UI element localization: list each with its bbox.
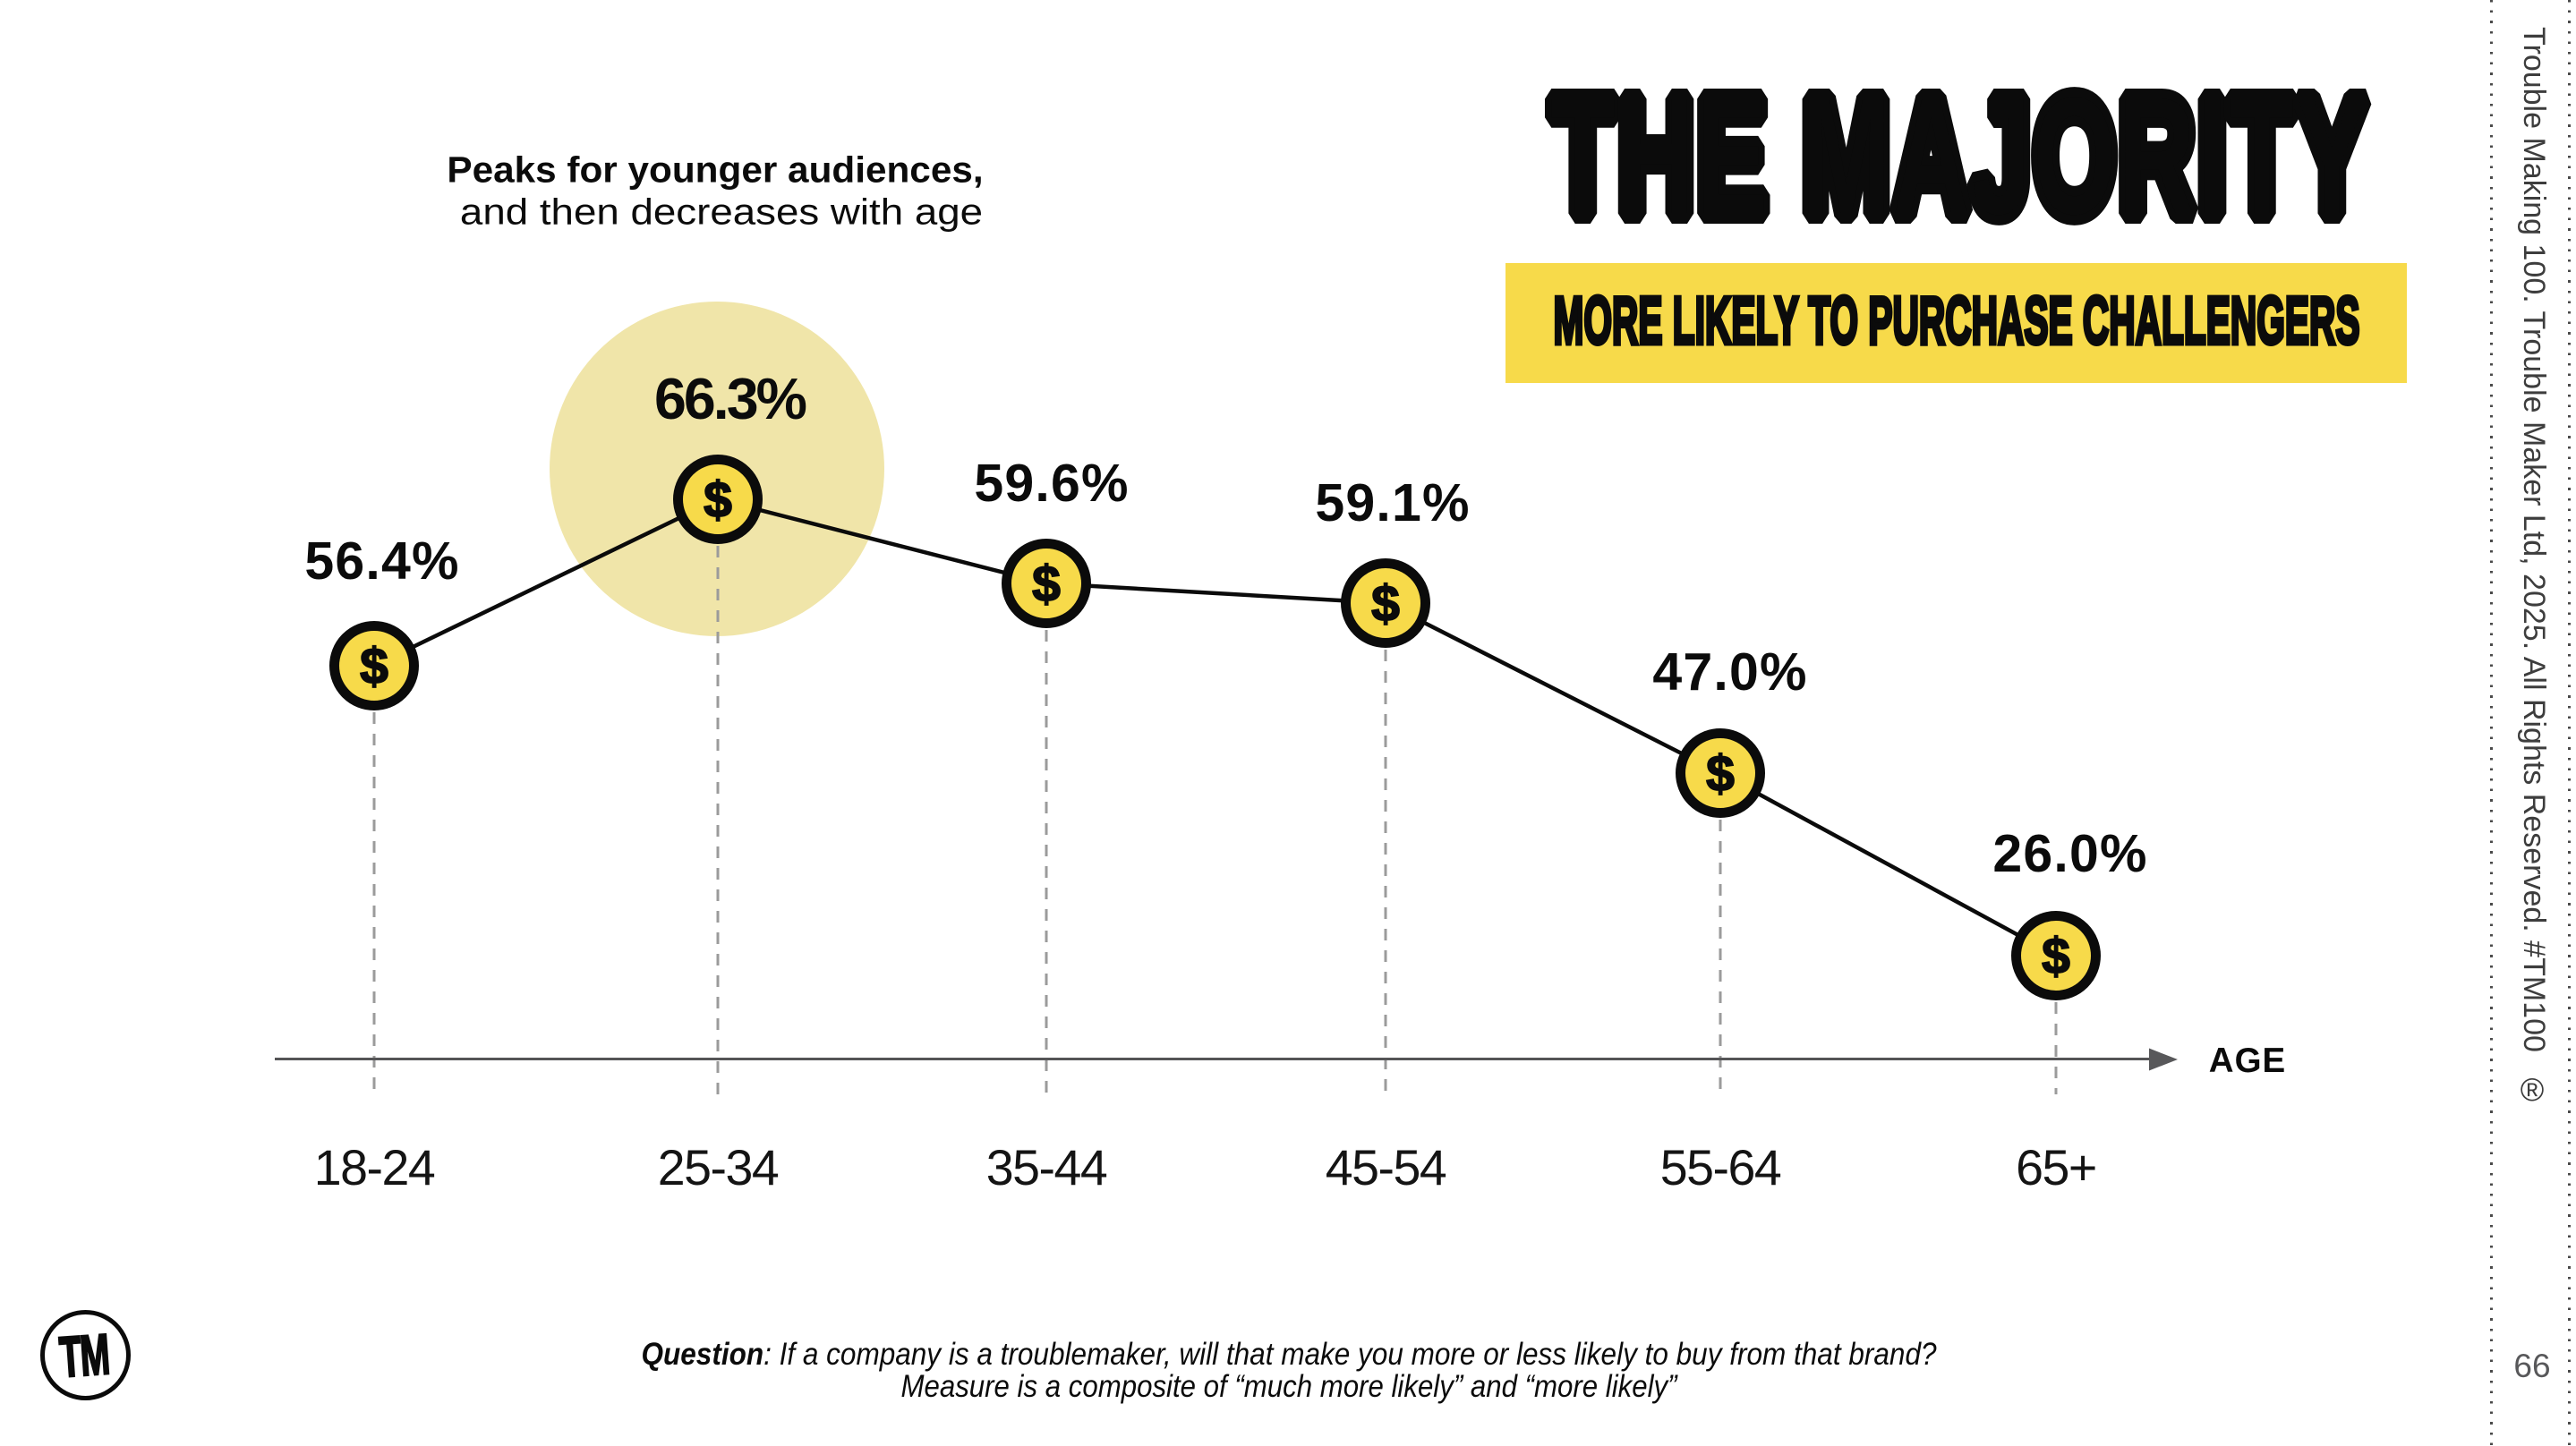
svg-text:$: $ xyxy=(1706,745,1735,803)
svg-text:$: $ xyxy=(704,472,732,529)
svg-text:$: $ xyxy=(360,638,388,695)
svg-text:$: $ xyxy=(2042,928,2070,985)
svg-text:THE MAJORITY: THE MAJORITY xyxy=(1550,64,2370,250)
svg-text:$: $ xyxy=(1371,575,1400,633)
svg-text:$: $ xyxy=(1032,556,1061,613)
